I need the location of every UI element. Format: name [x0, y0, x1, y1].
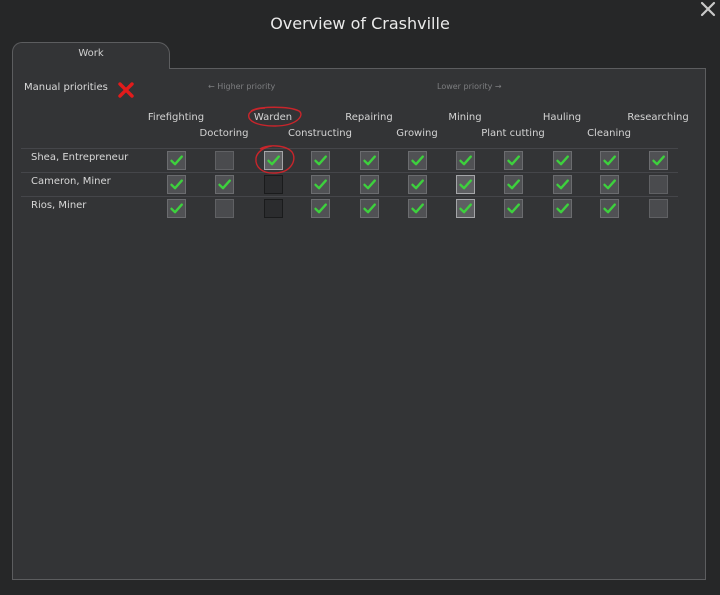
work-checkbox-plant-cutting[interactable] — [503, 174, 523, 194]
column-header-mining[interactable]: Mining — [448, 112, 482, 123]
work-checkbox-growing[interactable] — [407, 198, 427, 218]
checkmark-icon — [602, 178, 616, 189]
work-checkbox-firefighting[interactable] — [166, 150, 186, 170]
work-checkbox-warden[interactable] — [263, 174, 283, 194]
checkmark-icon — [555, 154, 569, 165]
pawn-name[interactable]: Cameron, Miner — [31, 176, 111, 187]
manual-priorities-label: Manual priorities — [24, 82, 108, 93]
work-checkbox-mining[interactable] — [455, 150, 475, 170]
work-checkbox-mining[interactable] — [455, 174, 475, 194]
checkmark-icon — [458, 202, 472, 213]
work-checkbox-hauling[interactable] — [552, 198, 572, 218]
row-divider — [21, 172, 678, 173]
checkmark-icon — [506, 202, 520, 213]
work-checkbox-cleaning[interactable] — [599, 198, 619, 218]
red-x-icon — [118, 82, 134, 98]
work-checkbox-cleaning[interactable] — [599, 174, 619, 194]
close-icon — [700, 1, 716, 17]
checkmark-icon — [458, 178, 472, 189]
checkmark-icon — [266, 154, 280, 165]
close-button[interactable] — [698, 0, 718, 20]
checkmark-icon — [169, 202, 183, 213]
work-checkbox-cleaning[interactable] — [599, 150, 619, 170]
work-checkbox-repairing[interactable] — [359, 150, 379, 170]
checkmark-icon — [410, 154, 424, 165]
pawn-name[interactable]: Rios, Miner — [31, 200, 87, 211]
work-panel — [12, 68, 706, 580]
column-header-cleaning[interactable]: Cleaning — [587, 128, 631, 139]
work-checkbox-growing[interactable] — [407, 174, 427, 194]
column-header-firefighting[interactable]: Firefighting — [147, 112, 205, 123]
work-checkbox-repairing[interactable] — [359, 198, 379, 218]
work-checkbox-firefighting[interactable] — [166, 174, 186, 194]
column-header-hauling[interactable]: Hauling — [542, 112, 582, 123]
column-header-doctoring[interactable]: Doctoring — [199, 128, 249, 139]
row-divider — [21, 148, 678, 149]
checkmark-icon — [362, 202, 376, 213]
column-header-plant-cutting[interactable]: Plant cutting — [481, 128, 545, 139]
tab-joint — [13, 67, 169, 70]
work-checkbox-mining[interactable] — [455, 198, 475, 218]
column-header-researching[interactable]: Researching — [627, 112, 689, 123]
tab-work[interactable]: Work — [12, 42, 170, 70]
tab-work-label: Work — [78, 48, 104, 59]
checkmark-icon — [410, 178, 424, 189]
lower-priority-hint: Lower priority → — [437, 82, 502, 91]
work-checkbox-constructing[interactable] — [310, 174, 330, 194]
checkmark-icon — [410, 202, 424, 213]
column-header-warden[interactable]: Warden — [253, 112, 293, 123]
checkmark-icon — [506, 178, 520, 189]
work-checkbox-doctoring[interactable] — [214, 198, 234, 218]
checkmark-icon — [169, 154, 183, 165]
column-header-growing[interactable]: Growing — [396, 128, 438, 139]
checkmark-icon — [458, 154, 472, 165]
work-checkbox-warden[interactable] — [263, 150, 283, 170]
work-checkbox-researching[interactable] — [648, 198, 668, 218]
checkmark-icon — [602, 202, 616, 213]
column-header-repairing[interactable]: Repairing — [345, 112, 393, 123]
checkmark-icon — [602, 154, 616, 165]
checkmark-icon — [217, 178, 231, 189]
work-checkbox-constructing[interactable] — [310, 198, 330, 218]
checkmark-icon — [362, 178, 376, 189]
pawn-name[interactable]: Shea, Entrepreneur — [31, 152, 129, 163]
checkmark-icon — [651, 154, 665, 165]
work-checkbox-hauling[interactable] — [552, 150, 572, 170]
checkmark-icon — [313, 178, 327, 189]
checkmark-icon — [555, 178, 569, 189]
window-title: Overview of Crashville — [270, 14, 450, 33]
work-checkbox-doctoring[interactable] — [214, 174, 234, 194]
work-checkbox-researching[interactable] — [648, 150, 668, 170]
row-divider — [21, 196, 678, 197]
checkmark-icon — [169, 178, 183, 189]
work-checkbox-hauling[interactable] — [552, 174, 572, 194]
work-checkbox-researching[interactable] — [648, 174, 668, 194]
checkmark-icon — [506, 154, 520, 165]
column-header-constructing[interactable]: Constructing — [288, 128, 352, 139]
checkmark-icon — [555, 202, 569, 213]
work-checkbox-plant-cutting[interactable] — [503, 198, 523, 218]
work-checkbox-warden[interactable] — [263, 198, 283, 218]
checkmark-icon — [362, 154, 376, 165]
manual-priorities-toggle[interactable] — [117, 81, 135, 99]
work-checkbox-firefighting[interactable] — [166, 198, 186, 218]
work-checkbox-doctoring[interactable] — [214, 150, 234, 170]
higher-priority-hint: ← Higher priority — [208, 82, 276, 91]
work-checkbox-growing[interactable] — [407, 150, 427, 170]
work-checkbox-plant-cutting[interactable] — [503, 150, 523, 170]
checkmark-icon — [313, 154, 327, 165]
work-checkbox-repairing[interactable] — [359, 174, 379, 194]
work-checkbox-constructing[interactable] — [310, 150, 330, 170]
checkmark-icon — [313, 202, 327, 213]
